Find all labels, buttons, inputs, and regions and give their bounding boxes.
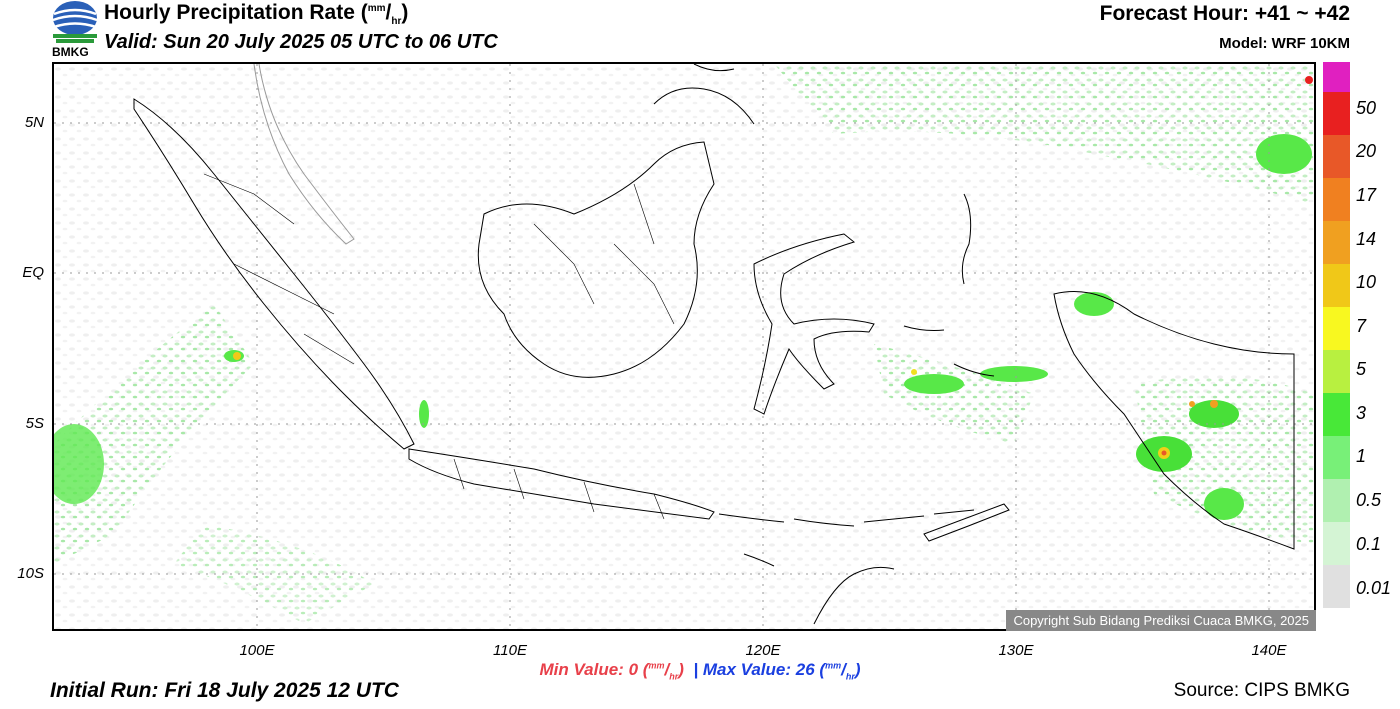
heavy-rain-cells: [233, 76, 1313, 459]
min-unit-den: hr: [669, 671, 679, 682]
colorbar-label-20: 20: [1356, 141, 1377, 161]
title-close: ): [401, 1, 409, 24]
colorbar-label-0-1: 0.1: [1356, 534, 1382, 554]
max-label: Max Value:: [702, 660, 792, 679]
colorbar-label-7: 7: [1356, 316, 1367, 336]
colorbar-seg-2: [1323, 135, 1350, 178]
precipitation-map: [52, 62, 1316, 631]
moderate-rain-cells: [54, 134, 1312, 520]
colorbar-seg-10: [1323, 479, 1350, 522]
min-max-separator: |: [693, 660, 699, 679]
min-label: Min Value:: [539, 660, 624, 679]
colorbar-seg-7: [1323, 350, 1350, 393]
lat-label-5n: 5N: [24, 114, 44, 131]
colorbar-seg-8: [1323, 393, 1350, 436]
coastlines: [133, 64, 1295, 625]
colorbar-seg-3: [1323, 178, 1350, 221]
title-unit-den: hr: [391, 16, 402, 28]
forecast-hour: Forecast Hour: +41 ~ +42: [1099, 2, 1350, 25]
min-max-values: Min Value: 0 (mm/hr) | Max Value: 26 (mm…: [539, 660, 861, 682]
title-unit-num: mm: [367, 3, 386, 14]
source-credit: Source: CIPS BMKG: [1173, 680, 1350, 701]
colorbar-seg-12: [1323, 565, 1350, 608]
colorbar-seg-0: [1323, 62, 1350, 92]
colorbar-seg-4: [1323, 221, 1350, 264]
colorbar-label-5: 5: [1356, 359, 1367, 379]
colorbar-label-0-5: 0.5: [1356, 490, 1382, 510]
lon-label-110e: 110E: [493, 642, 527, 659]
valid-time: Valid: Sun 20 July 2025 05 UTC to 06 UTC: [104, 31, 498, 53]
initial-run: Initial Run: Fri 18 July 2025 12 UTC: [50, 679, 399, 702]
lat-label-eq: EQ: [22, 264, 44, 281]
model-name: Model: WRF 10KM: [1219, 35, 1350, 52]
colorbar-label-50: 50: [1356, 98, 1377, 118]
lon-label-130e: 130E: [998, 642, 1034, 659]
colorbar-seg-11: [1323, 522, 1350, 565]
colorbar-seg-6: [1323, 307, 1350, 350]
lat-label-5s: 5S: [25, 415, 44, 432]
map-canvas: [54, 64, 1314, 629]
map-title: Hourly Precipitation Rate (mm/hr): [104, 1, 409, 28]
colorbar-label-1: 1: [1356, 446, 1367, 466]
min-unit-num: mm: [648, 660, 665, 671]
colorbar-label-10: 10: [1356, 272, 1377, 292]
light-rain-areas: [54, 64, 1314, 629]
colorbar-label-14: 14: [1356, 229, 1377, 249]
max-unit-num: mm: [825, 660, 842, 671]
precip-colorbar: [1323, 62, 1350, 608]
colorbar-seg-9: [1323, 436, 1350, 479]
graticule: [54, 64, 1314, 629]
lon-label-140e: 140E: [1251, 642, 1287, 659]
colorbar-seg-1: [1323, 92, 1350, 135]
province-borders: [203, 173, 675, 520]
lat-label-10s: 10S: [17, 565, 44, 582]
colorbar-label-0-01: 0.01: [1356, 578, 1392, 598]
min-value: 0: [628, 660, 639, 679]
max-unit-den: hr: [845, 671, 855, 682]
lon-label-120e: 120E: [745, 642, 781, 659]
lon-label-100e: 100E: [239, 642, 275, 659]
bmkg-logo: BMKG: [50, 0, 100, 60]
copyright-notice: Copyright Sub Bidang Prediksi Cuaca BMKG…: [1006, 610, 1316, 631]
colorbar-seg-5: [1323, 264, 1350, 307]
title-text: Hourly Precipitation Rate (: [104, 1, 368, 24]
max-value: 26: [795, 660, 815, 679]
colorbar-label-3: 3: [1356, 403, 1367, 423]
colorbar-label-17: 17: [1356, 185, 1377, 205]
logo-text: BMKG: [52, 45, 89, 59]
